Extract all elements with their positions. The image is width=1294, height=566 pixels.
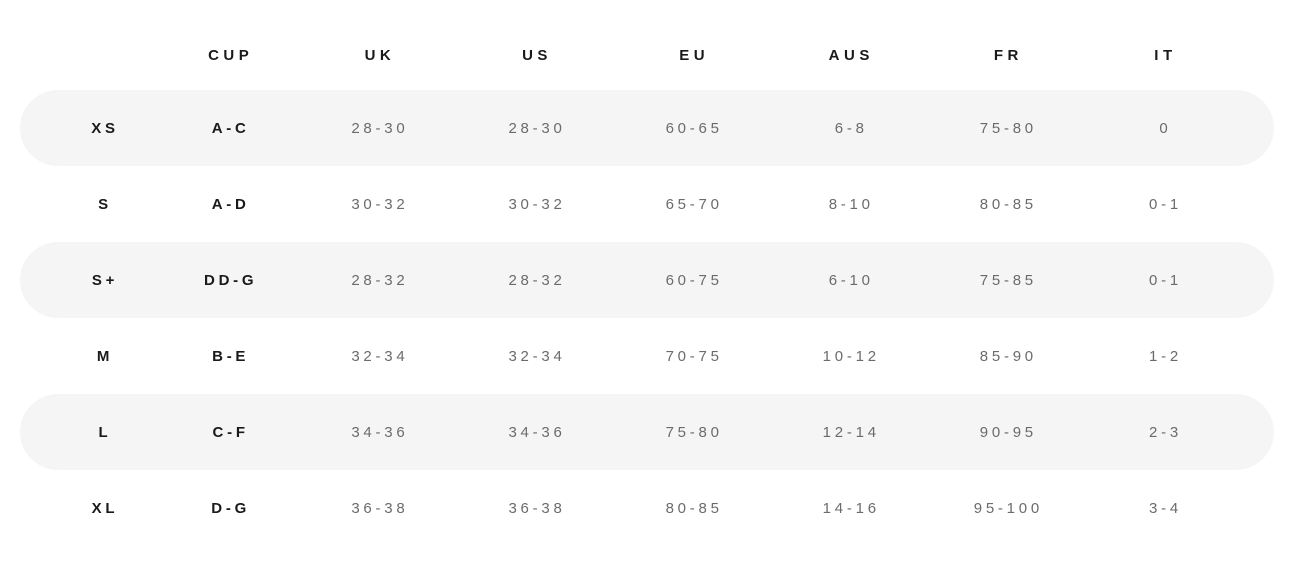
cell-eu: 70-75 [616, 348, 773, 365]
cell-fr: 90-95 [930, 424, 1087, 441]
cell-us: 28-32 [458, 272, 615, 289]
table-row: S A-D 30-32 30-32 65-70 8-10 80-85 0-1 [20, 166, 1274, 242]
cell-fr: 75-85 [930, 272, 1087, 289]
cell-size: XS [50, 120, 160, 137]
cell-us: 36-38 [458, 500, 615, 517]
cell-eu: 75-80 [616, 424, 773, 441]
col-header-it: IT [1087, 47, 1244, 64]
cell-uk: 28-32 [301, 272, 458, 289]
cell-size: M [50, 348, 160, 365]
cell-uk: 30-32 [301, 196, 458, 213]
cell-us: 34-36 [458, 424, 615, 441]
cell-cup: A-C [160, 120, 301, 137]
size-chart-table: CUP UK US EU AUS FR IT XS A-C 28-30 28-3… [0, 0, 1294, 566]
cell-aus: 8-10 [773, 196, 930, 213]
cell-size: XL [50, 500, 160, 517]
cell-size: S+ [50, 272, 160, 289]
cell-uk: 34-36 [301, 424, 458, 441]
col-header-fr: FR [930, 47, 1087, 64]
table-row: S+ DD-G 28-32 28-32 60-75 6-10 75-85 0-1 [20, 242, 1274, 318]
cell-it: 2-3 [1087, 424, 1244, 441]
cell-size: S [50, 196, 160, 213]
col-header-uk: UK [301, 47, 458, 64]
cell-uk: 36-38 [301, 500, 458, 517]
table-row: M B-E 32-34 32-34 70-75 10-12 85-90 1-2 [20, 318, 1274, 394]
cell-cup: D-G [160, 500, 301, 517]
cell-fr: 95-100 [930, 500, 1087, 517]
cell-uk: 28-30 [301, 120, 458, 137]
cell-fr: 80-85 [930, 196, 1087, 213]
table-row: L C-F 34-36 34-36 75-80 12-14 90-95 2-3 [20, 394, 1274, 470]
cell-aus: 6-10 [773, 272, 930, 289]
cell-it: 0-1 [1087, 272, 1244, 289]
table-header-row: CUP UK US EU AUS FR IT [20, 20, 1274, 90]
cell-eu: 80-85 [616, 500, 773, 517]
col-header-eu: EU [616, 47, 773, 64]
cell-uk: 32-34 [301, 348, 458, 365]
table-row: XS A-C 28-30 28-30 60-65 6-8 75-80 0 [20, 90, 1274, 166]
cell-fr: 75-80 [930, 120, 1087, 137]
cell-it: 1-2 [1087, 348, 1244, 365]
cell-it: 0 [1087, 120, 1244, 137]
cell-us: 28-30 [458, 120, 615, 137]
cell-cup: DD-G [160, 272, 301, 289]
cell-cup: C-F [160, 424, 301, 441]
cell-eu: 65-70 [616, 196, 773, 213]
cell-size: L [50, 424, 160, 441]
col-header-us: US [458, 47, 615, 64]
cell-fr: 85-90 [930, 348, 1087, 365]
cell-it: 0-1 [1087, 196, 1244, 213]
cell-eu: 60-65 [616, 120, 773, 137]
cell-aus: 10-12 [773, 348, 930, 365]
cell-us: 32-34 [458, 348, 615, 365]
cell-cup: B-E [160, 348, 301, 365]
col-header-aus: AUS [773, 47, 930, 64]
cell-cup: A-D [160, 196, 301, 213]
cell-aus: 6-8 [773, 120, 930, 137]
cell-aus: 14-16 [773, 500, 930, 517]
col-header-cup: CUP [160, 47, 301, 64]
cell-aus: 12-14 [773, 424, 930, 441]
cell-it: 3-4 [1087, 500, 1244, 517]
cell-us: 30-32 [458, 196, 615, 213]
table-row: XL D-G 36-38 36-38 80-85 14-16 95-100 3-… [20, 470, 1274, 546]
cell-eu: 60-75 [616, 272, 773, 289]
